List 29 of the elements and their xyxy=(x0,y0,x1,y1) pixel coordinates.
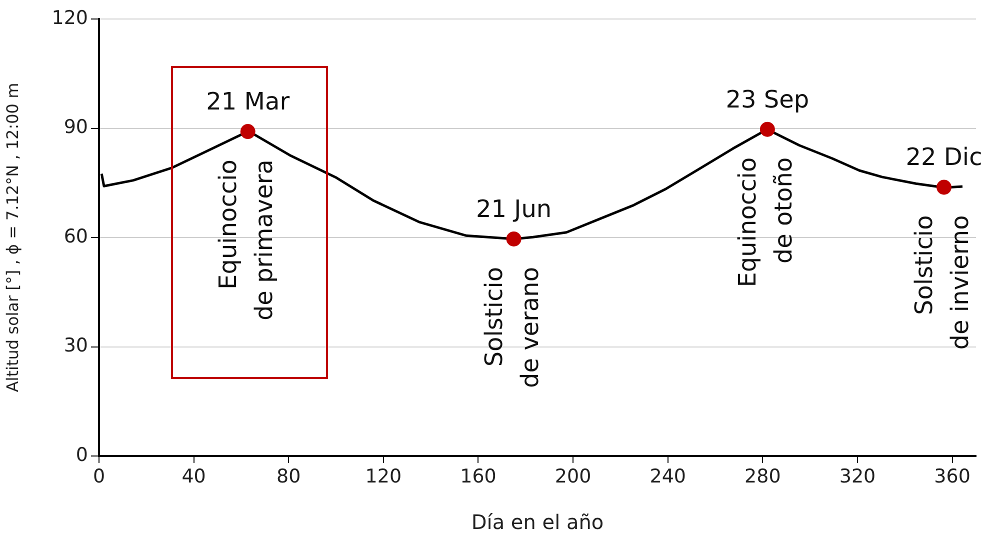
y-tick-label: 90 xyxy=(64,116,88,138)
x-tick-label: 360 xyxy=(934,465,970,488)
x-tick-label: 40 xyxy=(182,465,206,488)
point xyxy=(760,122,775,137)
x-axis-title: Día en el año xyxy=(471,510,604,534)
annotation: 21 Mar xyxy=(206,88,290,116)
y-tick-label: 120 xyxy=(52,6,88,29)
point xyxy=(506,231,522,246)
annotation: Solsticio de verano xyxy=(480,266,544,388)
x-tick-label: 200 xyxy=(554,465,592,488)
annotation: 21 Jun xyxy=(476,194,552,223)
x-tick-label: 80 xyxy=(276,465,301,488)
y-tick-label: 30 xyxy=(64,334,88,357)
y-tick-label: 60 xyxy=(64,225,88,248)
point xyxy=(936,180,952,195)
y-tick-label: 0 xyxy=(76,444,88,466)
annotation: Equinoccio de otoño xyxy=(734,157,798,288)
point xyxy=(240,124,256,140)
x-tick-label: 280 xyxy=(744,465,781,488)
annotation: Solsticio de invierno xyxy=(910,215,974,350)
x-tick-label: 240 xyxy=(650,465,686,488)
x-tick-label: 160 xyxy=(460,465,496,488)
annotation: 23 Sep xyxy=(726,85,810,114)
x-tick-label: 120 xyxy=(365,465,402,488)
y-axis-title: Altitud solar [°] , ϕ = 7.12°N , 12:00 m xyxy=(2,82,22,392)
annotation: Equinoccio de primavera xyxy=(214,160,278,321)
x-tick-label: 0 xyxy=(92,465,106,488)
x-tick-label: 320 xyxy=(839,465,876,488)
annotation: 22 Dic xyxy=(906,143,982,172)
